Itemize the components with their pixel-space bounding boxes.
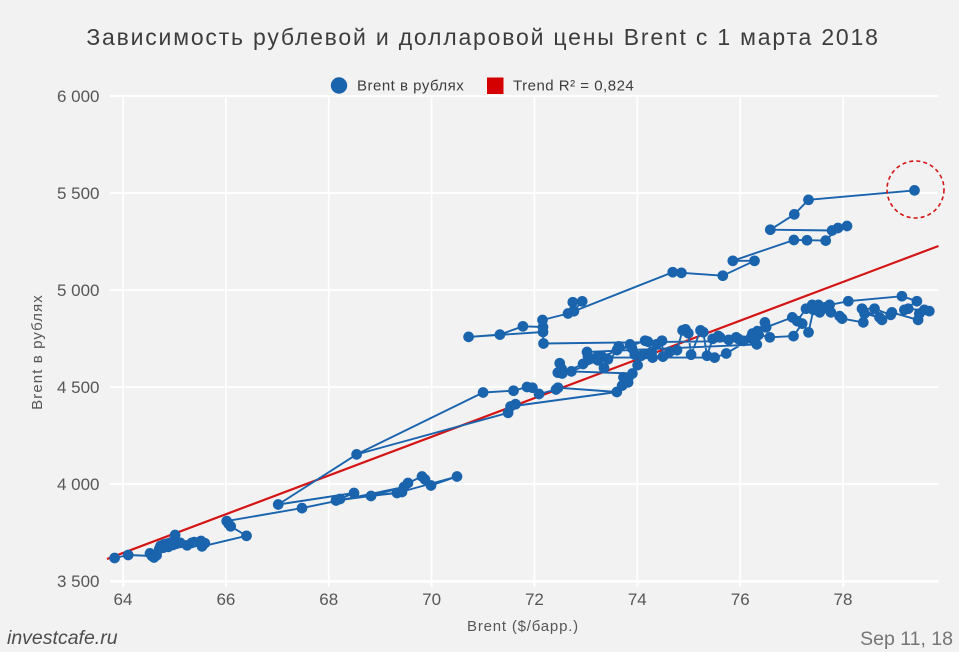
svg-text:76: 76 — [731, 590, 750, 609]
svg-text:5 500: 5 500 — [57, 184, 100, 203]
svg-text:Brent в рублях: Brent в рублях — [357, 78, 464, 95]
svg-text:4 500: 4 500 — [57, 378, 100, 397]
svg-text:6 000: 6 000 — [57, 87, 100, 106]
svg-text:74: 74 — [628, 590, 647, 609]
svg-text:Brent ($/барр.): Brent ($/барр.) — [467, 618, 579, 635]
svg-text:3 500: 3 500 — [57, 572, 100, 591]
svg-text:5 000: 5 000 — [57, 281, 100, 300]
svg-text:72: 72 — [525, 590, 544, 609]
svg-text:70: 70 — [422, 590, 441, 609]
svg-text:investcafe.ru: investcafe.ru — [7, 627, 118, 649]
svg-text:4 000: 4 000 — [57, 475, 100, 494]
svg-text:Brent в рублях: Brent в рублях — [29, 294, 46, 410]
svg-text:66: 66 — [216, 590, 235, 609]
svg-text:68: 68 — [319, 590, 338, 609]
svg-text:Sep 11, 18: Sep 11, 18 — [860, 628, 953, 650]
svg-text:64: 64 — [114, 590, 133, 609]
svg-text:78: 78 — [834, 590, 853, 609]
svg-text:Trend R² = 0,824: Trend R² = 0,824 — [513, 78, 634, 95]
svg-text:Зависимость рублевой и долларо: Зависимость рублевой и долларовой цены B… — [86, 24, 879, 50]
